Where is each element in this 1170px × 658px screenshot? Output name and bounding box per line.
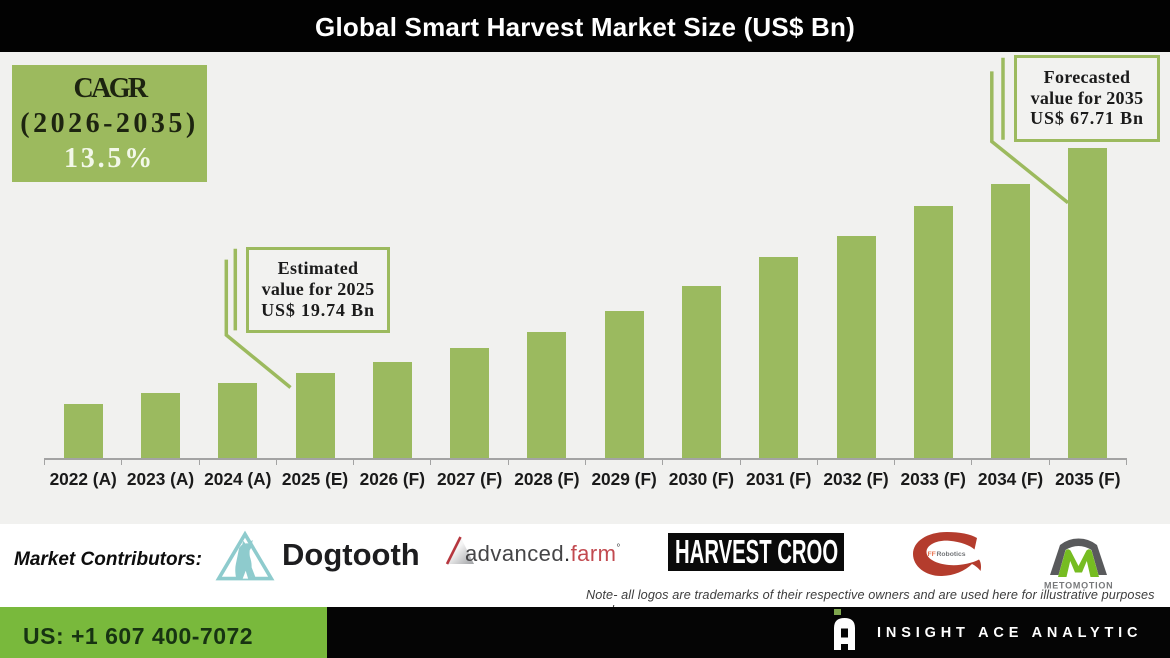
svg-text:Robotics: Robotics [937,551,966,558]
svg-text:METOMOTION: METOMOTION [1044,581,1113,591]
svg-text:FF: FF [928,551,936,558]
